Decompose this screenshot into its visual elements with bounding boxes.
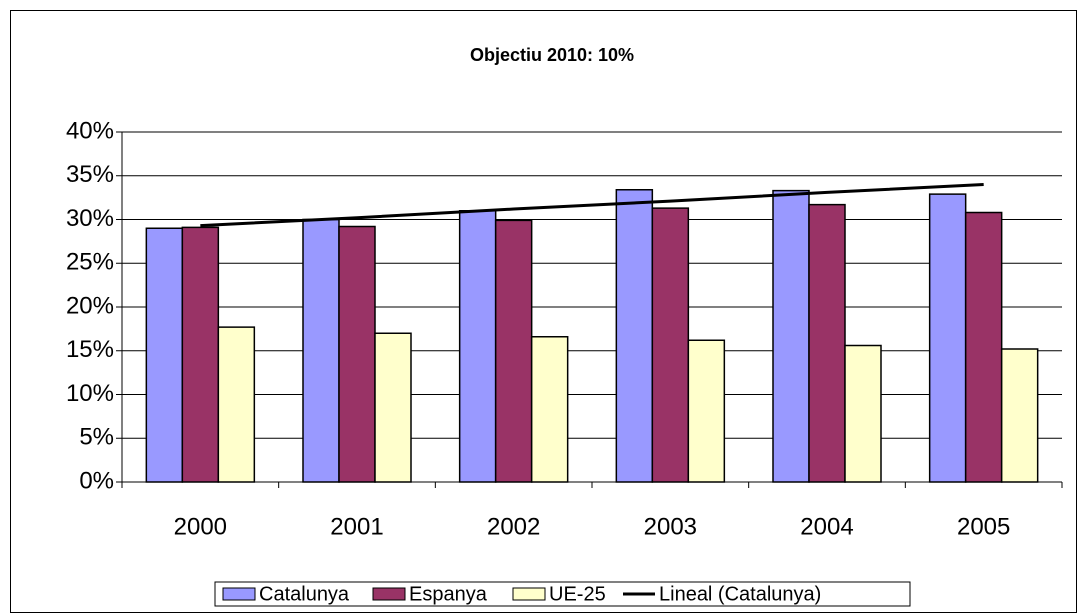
chart-title: Objectiu 2010: 10% — [470, 45, 634, 65]
bar — [687, 339, 726, 483]
x-tick-label: 2002 — [487, 513, 540, 540]
bar — [928, 193, 967, 483]
legend-label: Lineal (Catalunya) — [659, 583, 821, 605]
bar — [964, 211, 1003, 483]
bar — [374, 332, 412, 483]
bar — [530, 336, 569, 483]
legend-swatch — [512, 587, 546, 601]
x-tick-label: 2003 — [644, 513, 697, 540]
legend-label: UE-25 — [549, 583, 606, 605]
legend-label: Catalunya — [259, 583, 350, 605]
bar — [338, 225, 376, 483]
bar — [302, 218, 340, 483]
bar — [217, 326, 256, 483]
y-tick-label: 15% — [66, 336, 114, 363]
x-tick-label: 2001 — [330, 513, 383, 540]
y-tick-label: 5% — [79, 424, 114, 451]
bar — [772, 189, 810, 483]
x-tick-label: 2005 — [957, 513, 1010, 540]
legend-swatch — [222, 587, 256, 601]
x-tick-label: 2000 — [174, 513, 227, 540]
y-tick-label: 10% — [66, 380, 114, 407]
legend-swatch — [372, 587, 406, 601]
bar — [844, 344, 882, 483]
bar — [181, 226, 220, 483]
y-tick-label: 40% — [66, 117, 114, 144]
bar — [145, 227, 184, 483]
bar — [458, 210, 497, 483]
y-tick-label: 30% — [66, 205, 114, 232]
bar — [494, 219, 533, 483]
legend-label: Espanya — [409, 583, 488, 605]
legend-box — [214, 581, 911, 607]
trend-line — [200, 183, 984, 228]
y-tick-label: 20% — [66, 292, 114, 319]
x-tick-label: 2004 — [800, 513, 853, 540]
y-tick-label: 35% — [66, 161, 114, 188]
bar — [808, 203, 846, 483]
y-tick-label: 0% — [79, 467, 114, 494]
bar — [1000, 348, 1039, 483]
bar — [651, 207, 690, 483]
y-tick-label: 25% — [66, 249, 114, 276]
bar — [615, 189, 654, 483]
